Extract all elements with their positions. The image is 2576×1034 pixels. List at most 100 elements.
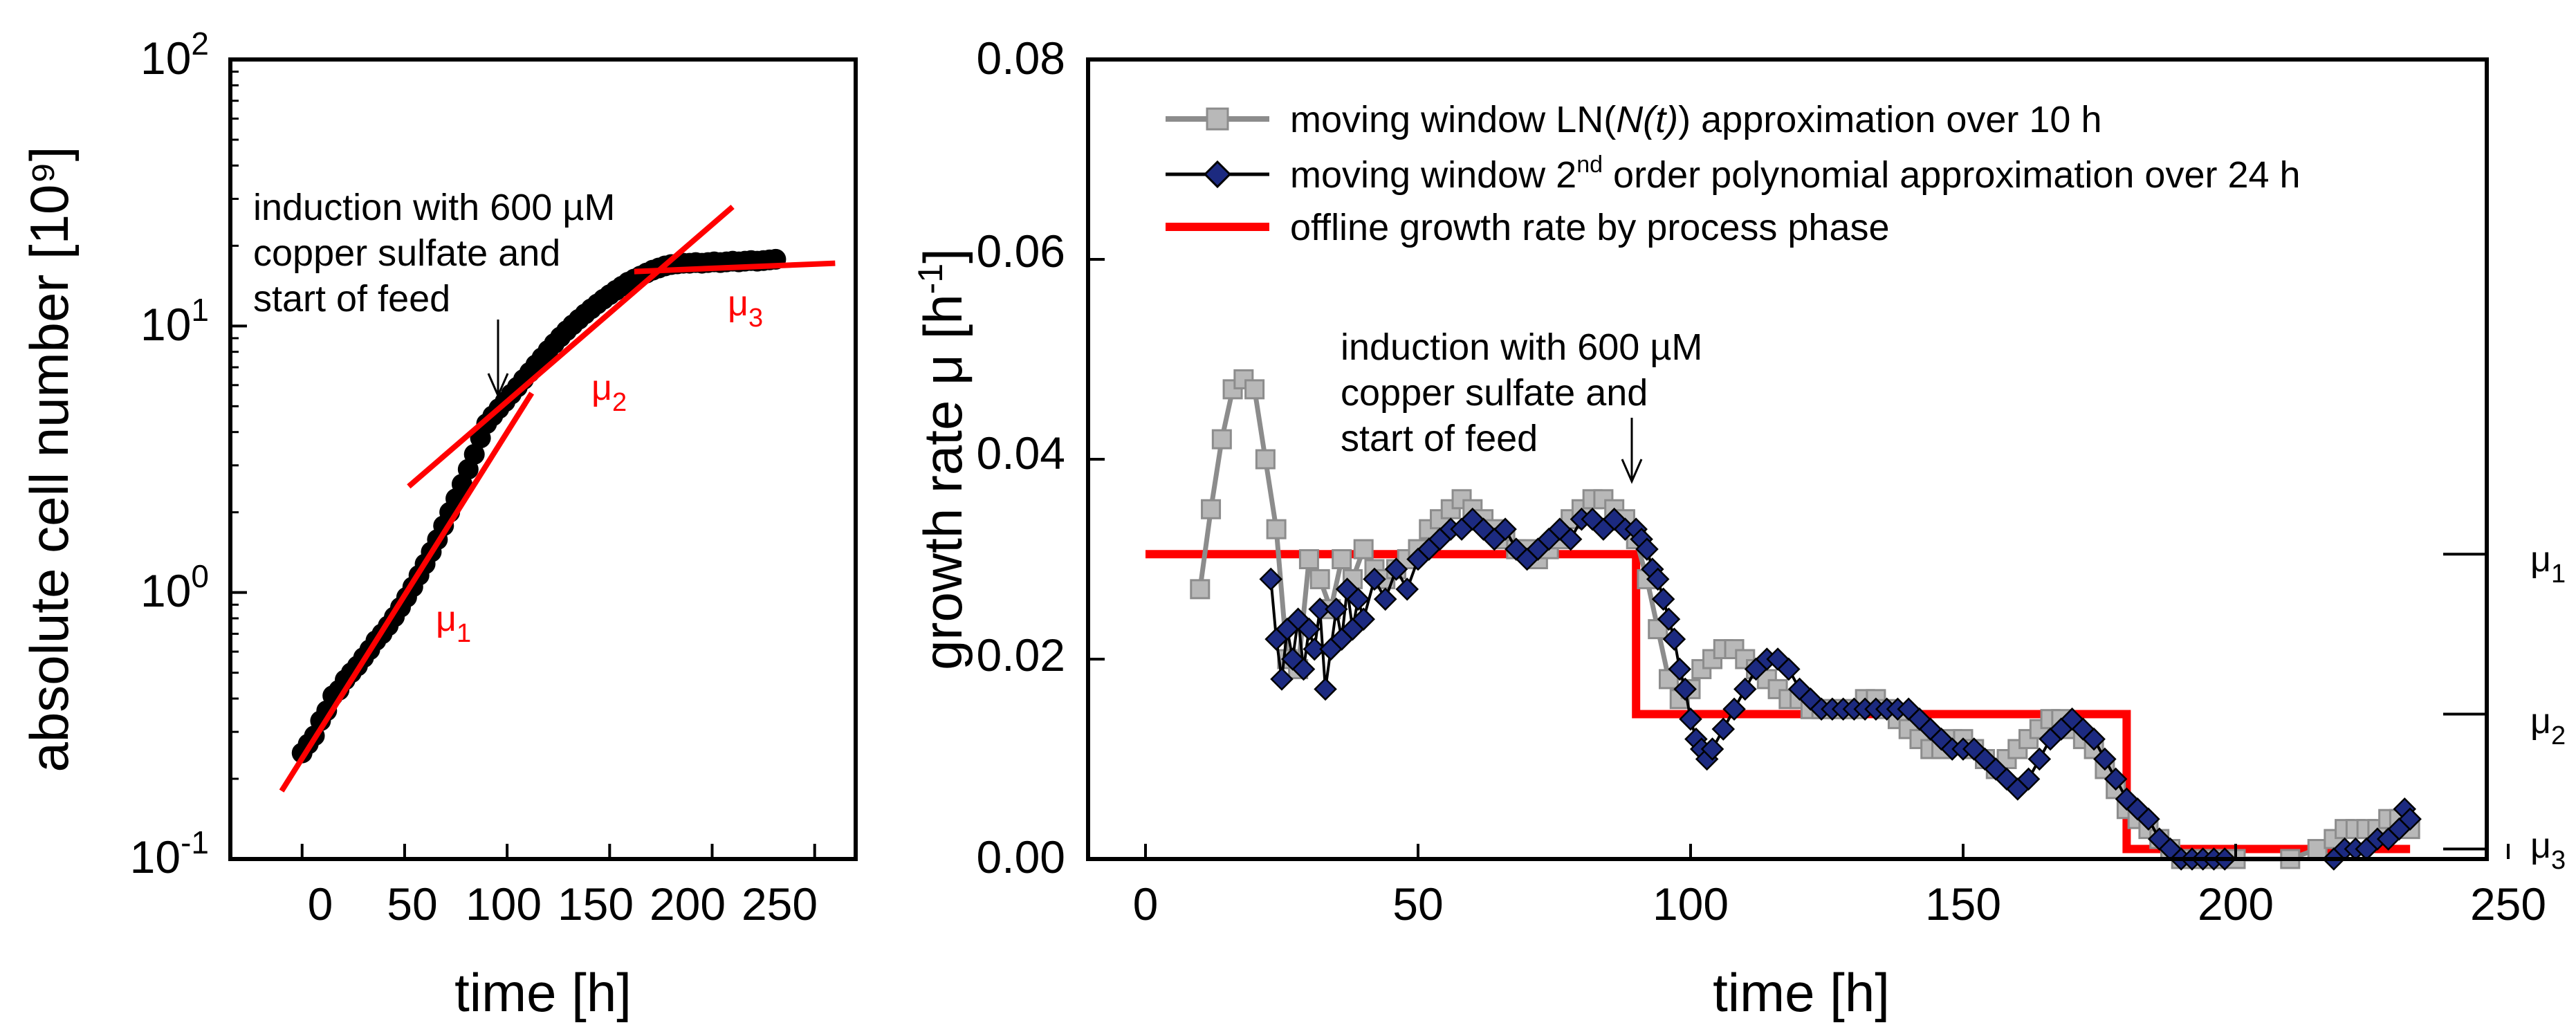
poly-approx-point xyxy=(2104,767,2128,791)
poly-approx-point xyxy=(1662,627,1686,651)
poly-approx-point xyxy=(1314,677,1337,701)
poly-approx-point xyxy=(2016,767,2041,791)
right-annotation-line: induction with 600 µM xyxy=(1341,326,1702,368)
legend-poly-text: moving window 2nd order polynomial appro… xyxy=(1290,151,2301,196)
cell-count-point xyxy=(463,443,485,465)
poly-approx-point xyxy=(1346,587,1370,611)
poly-approx-point xyxy=(1679,707,1702,731)
left-x-tick-label: 50 xyxy=(387,878,437,930)
ln-approx-point xyxy=(1266,519,1287,539)
left-mu1-label: μ1 xyxy=(436,599,471,648)
ln-approx-point xyxy=(1201,499,1222,519)
right-induction-arrowhead xyxy=(1621,459,1643,484)
poly-approx-point xyxy=(1711,717,1736,741)
poly-approx-point xyxy=(1325,597,1348,621)
left-y-ticks xyxy=(230,58,247,860)
ln-approx-point xyxy=(1255,449,1276,470)
legend-ln-text: moving window LN(N(t)) approximation ove… xyxy=(1290,99,2101,140)
right-y-tick-label: 0.08 xyxy=(977,33,1065,84)
right-y-tick-label: 0.00 xyxy=(977,831,1065,883)
legend: moving window LN(N(t)) approximation ove… xyxy=(1166,99,2301,248)
poly-approx-point xyxy=(1668,657,1692,681)
poly-approx-line xyxy=(1269,517,2411,860)
left-y-tick-label: 101 xyxy=(140,292,209,350)
right-chart: 0 50 100 150 200 250 0.00 0.02 0.04 0.06… xyxy=(911,33,2566,1023)
poly-approx-point xyxy=(2137,807,2160,831)
poly-approx-point xyxy=(1363,567,1386,591)
left-plot-frame xyxy=(228,57,858,861)
left-y-axis-title: absolute cell number [10⁹] xyxy=(19,147,80,773)
ln-approx-point xyxy=(1691,658,1712,679)
left-mu3-label: μ3 xyxy=(728,284,763,333)
ln-approx-point xyxy=(1244,379,1265,400)
left-annotation-line: copper sulfate and xyxy=(253,232,560,274)
poly-approx-point xyxy=(1270,667,1294,691)
ln-approx-point xyxy=(1211,429,1232,450)
left-x-tick-label: 200 xyxy=(650,878,726,930)
poly-approx-point xyxy=(1308,597,1332,621)
poly-approx-point xyxy=(2027,747,2052,771)
legend-poly-marker xyxy=(1203,160,1232,189)
right-mu-marks xyxy=(2443,553,2487,851)
poly-approx-point xyxy=(2093,747,2117,771)
poly-approx-point xyxy=(1395,578,1419,601)
poly-approx-point xyxy=(1291,657,1316,681)
poly-approx-point xyxy=(1635,537,1659,561)
right-mu1-label: μ1 xyxy=(2530,539,2566,589)
legend-offline-text: offline growth rate by process phase xyxy=(1290,207,1890,248)
right-annotation-line: start of feed xyxy=(1341,418,1538,459)
ln-approx-point xyxy=(1309,569,1330,589)
right-y-axis-title: growth rate μ [h-1] xyxy=(911,248,973,670)
right-y-tick-label: 0.04 xyxy=(977,427,1065,479)
right-x-tick-label: 0 xyxy=(1133,878,1159,930)
left-x-tick-label: 150 xyxy=(558,878,634,930)
left-x-tick-label: 250 xyxy=(742,878,818,930)
right-y-ticks xyxy=(1088,58,1105,860)
poly-approx-point xyxy=(1303,637,1327,661)
poly-approx-point xyxy=(1722,697,1746,721)
left-y-tick-label: 10-1 xyxy=(130,824,209,883)
left-x-tick-label: 100 xyxy=(466,878,542,930)
poly-approx-point xyxy=(1493,517,1517,541)
right-x-tick-label: 200 xyxy=(2198,878,2274,930)
ln-approx-point xyxy=(1298,549,1319,569)
poly-approx-point xyxy=(1657,607,1681,631)
legend-ln-marker xyxy=(1206,107,1229,131)
left-fit-lines xyxy=(279,205,836,793)
poly-approx-point xyxy=(1297,617,1321,641)
right-x-ticks xyxy=(1144,844,2510,859)
poly-approx-point xyxy=(1646,567,1670,591)
poly-approx-point xyxy=(2398,807,2422,831)
right-x-axis-title: time [h] xyxy=(1713,962,1890,1023)
poly-approx-point xyxy=(1777,657,1801,681)
fit-line-mu1 xyxy=(279,391,535,793)
right-mu2-label: μ2 xyxy=(2530,701,2566,750)
poly-approx-series xyxy=(1259,507,2422,871)
poly-approx-point xyxy=(1352,607,1375,631)
left-chart: 0 50 100 150 200 250 10-1 100 101 102 ti… xyxy=(19,26,858,1023)
right-y-tick-label: 0.02 xyxy=(977,629,1065,681)
poly-approx-point xyxy=(1373,587,1397,611)
left-x-axis-title: time [h] xyxy=(454,962,632,1023)
right-x-tick-label: 50 xyxy=(1392,878,1443,930)
left-cell-points xyxy=(291,248,786,764)
ln-approx-point xyxy=(1190,579,1211,600)
right-x-tick-label: 100 xyxy=(1653,878,1729,930)
poly-approx-point xyxy=(1733,677,1757,701)
left-y-tick-label: 102 xyxy=(140,26,209,84)
left-x-ticks xyxy=(300,844,816,859)
right-annotation-line: copper sulfate and xyxy=(1341,372,1648,414)
fit-line-mu3 xyxy=(634,260,836,275)
right-mu3-label: μ3 xyxy=(2530,826,2566,875)
left-y-tick-label: 100 xyxy=(140,558,209,616)
poly-approx-point xyxy=(1651,587,1675,611)
ln-approx-point xyxy=(1353,539,1374,560)
fit-line-mu2 xyxy=(407,205,735,489)
poly-approx-point xyxy=(1558,527,1583,551)
right-y-tick-label: 0.06 xyxy=(977,225,1065,277)
right-x-tick-label: 250 xyxy=(2470,878,2546,930)
poly-approx-point xyxy=(1673,677,1697,701)
right-x-tick-label: 150 xyxy=(1925,878,2001,930)
ln-approx-point xyxy=(1648,619,1668,640)
